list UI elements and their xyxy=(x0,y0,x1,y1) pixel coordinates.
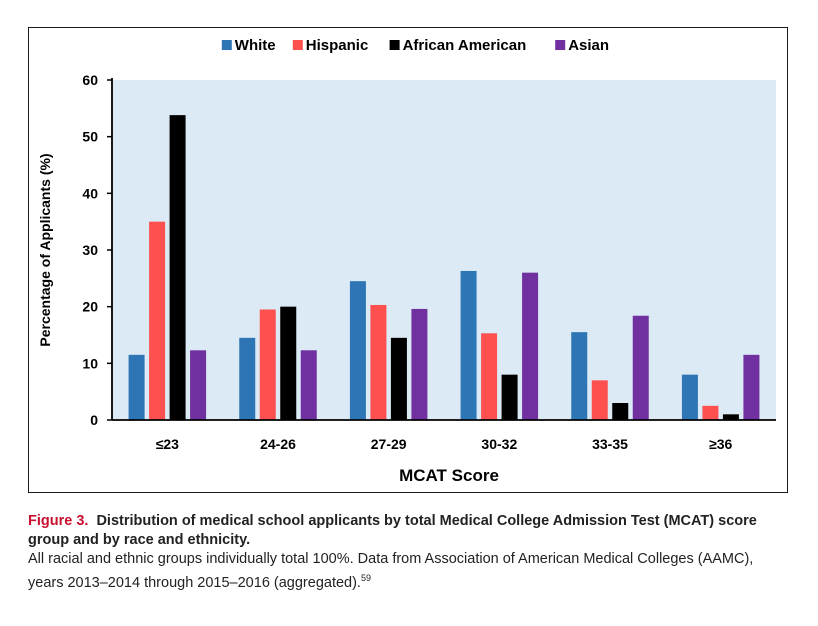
x-tick-label: 30-32 xyxy=(481,436,517,452)
figure-note-text: All racial and ethnic groups individuall… xyxy=(28,551,754,591)
bar-asian xyxy=(743,354,760,420)
bar-white xyxy=(571,332,588,420)
bar-african-american xyxy=(501,374,518,420)
legend-swatch xyxy=(292,40,303,50)
legend-swatch xyxy=(221,40,232,50)
bar-asian xyxy=(300,350,317,420)
figure-label: Figure 3. xyxy=(28,513,89,529)
figure-title: Distribution of medical school applicant… xyxy=(28,513,757,548)
bar-asian xyxy=(522,272,539,420)
bar-white xyxy=(460,270,477,420)
bar-hispanic xyxy=(591,380,608,420)
bar-hispanic xyxy=(481,333,498,420)
bar-chart: 0 10 20 30 40 50 60 ≤23 24-26 27-29 30-32 33-35 ≥36 M… xyxy=(37,37,776,485)
y-tick-label: 10 xyxy=(82,355,98,371)
legend-swatch xyxy=(389,40,400,50)
x-axis-title: MCAT Score xyxy=(399,466,499,485)
x-tick-label: ≤23 xyxy=(156,436,179,452)
figure-caption: Figure 3. Distribution of medical school … xyxy=(28,512,790,593)
y-tick-label: 60 xyxy=(82,72,98,88)
bar-asian xyxy=(190,350,207,420)
legend-label: Asian xyxy=(568,37,609,54)
bar-hispanic xyxy=(370,304,387,420)
bar-asian xyxy=(632,315,649,420)
legend-swatch xyxy=(555,40,566,50)
figure-reference: 59 xyxy=(360,573,371,583)
bar-white xyxy=(239,337,256,420)
bar-white xyxy=(128,354,145,420)
y-tick-label: 20 xyxy=(82,299,98,315)
y-axis-title: Percentage of Applicants (%) xyxy=(37,153,53,346)
x-tick-label: 24-26 xyxy=(260,436,296,452)
y-tick-label: 40 xyxy=(82,185,98,201)
x-tick-label: 27-29 xyxy=(371,436,407,452)
legend-label: Hispanic xyxy=(306,37,369,54)
bar-african-american xyxy=(722,414,739,420)
x-tick-label: ≥36 xyxy=(709,436,732,452)
plot-area xyxy=(112,80,776,420)
bar-african-american xyxy=(612,403,629,420)
legend-label: African American xyxy=(403,37,527,54)
bar-african-american xyxy=(390,337,407,420)
bar-white xyxy=(349,281,366,420)
bar-hispanic xyxy=(702,405,719,420)
y-tick-label: 50 xyxy=(82,129,98,145)
legend-label: White xyxy=(235,37,276,54)
x-tick-label: 33-35 xyxy=(592,436,628,452)
figure-frame: 0 10 20 30 40 50 60 ≤23 24-26 27-29 30-32 33-35 ≥36 M… xyxy=(28,27,788,493)
figure-note: All racial and ethnic groups individuall… xyxy=(28,550,790,593)
y-tick-label: 0 xyxy=(90,412,98,428)
bar-african-american xyxy=(169,115,186,420)
bar-hispanic xyxy=(149,221,166,420)
bar-white xyxy=(681,374,698,420)
y-tick-label: 30 xyxy=(82,242,98,258)
bar-african-american xyxy=(280,306,297,420)
bar-hispanic xyxy=(259,309,276,420)
bar-asian xyxy=(411,308,428,420)
